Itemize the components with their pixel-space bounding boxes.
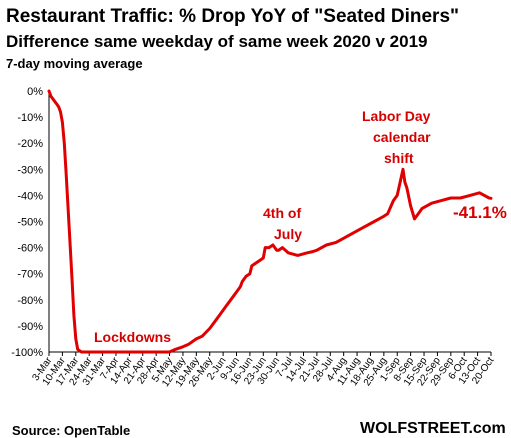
series-line	[47, 89, 493, 354]
annotation-july4-line1: 4th of	[263, 205, 301, 221]
y-tick-label: -80%	[17, 295, 43, 307]
annotation-july4-line2: July	[274, 226, 302, 242]
y-axis: 0% -10% -20% -30% -40% -50% -60% -70% -80% -90% -1…	[11, 86, 50, 359]
chart-subtitle: Difference same weekday of same week 202…	[6, 32, 428, 51]
annotation-labor-line1: Labor Day	[362, 108, 431, 124]
y-tick-label: -20%	[17, 138, 43, 150]
annotation-labor-line3: shift	[384, 150, 414, 166]
chart-title: Restaurant Traffic: % Drop YoY of "Seate…	[6, 6, 460, 27]
y-tick-label: -100%	[11, 347, 43, 359]
x-axis: 3-Mar10-Mar17-Mar24-Mar31-Mar7-Apr14-Apr…	[30, 351, 497, 389]
annotation-last-value: -41.1%	[453, 203, 507, 222]
y-tick-label: -70%	[17, 269, 43, 281]
y-tick-label: -90%	[17, 321, 43, 333]
y-tick-label: -50%	[17, 217, 43, 229]
y-tick-label: -10%	[17, 112, 43, 124]
annotation-labor-line2: calendar	[373, 129, 431, 145]
annotation-lockdowns: Lockdowns	[94, 329, 171, 345]
chart-note: 7-day moving average	[6, 56, 143, 71]
y-tick-label: 0%	[27, 86, 43, 98]
line-chart: 0% -10% -20% -30% -40% -50% -60% -70% -80% -90% -1…	[11, 86, 507, 389]
source-note: Source: OpenTable	[12, 423, 131, 438]
y-tick-label: -30%	[17, 164, 43, 176]
y-tick-label: -40%	[17, 190, 43, 202]
brand-logo-text: WOLFSTREET.com	[360, 420, 506, 437]
y-tick-label: -60%	[17, 243, 43, 255]
